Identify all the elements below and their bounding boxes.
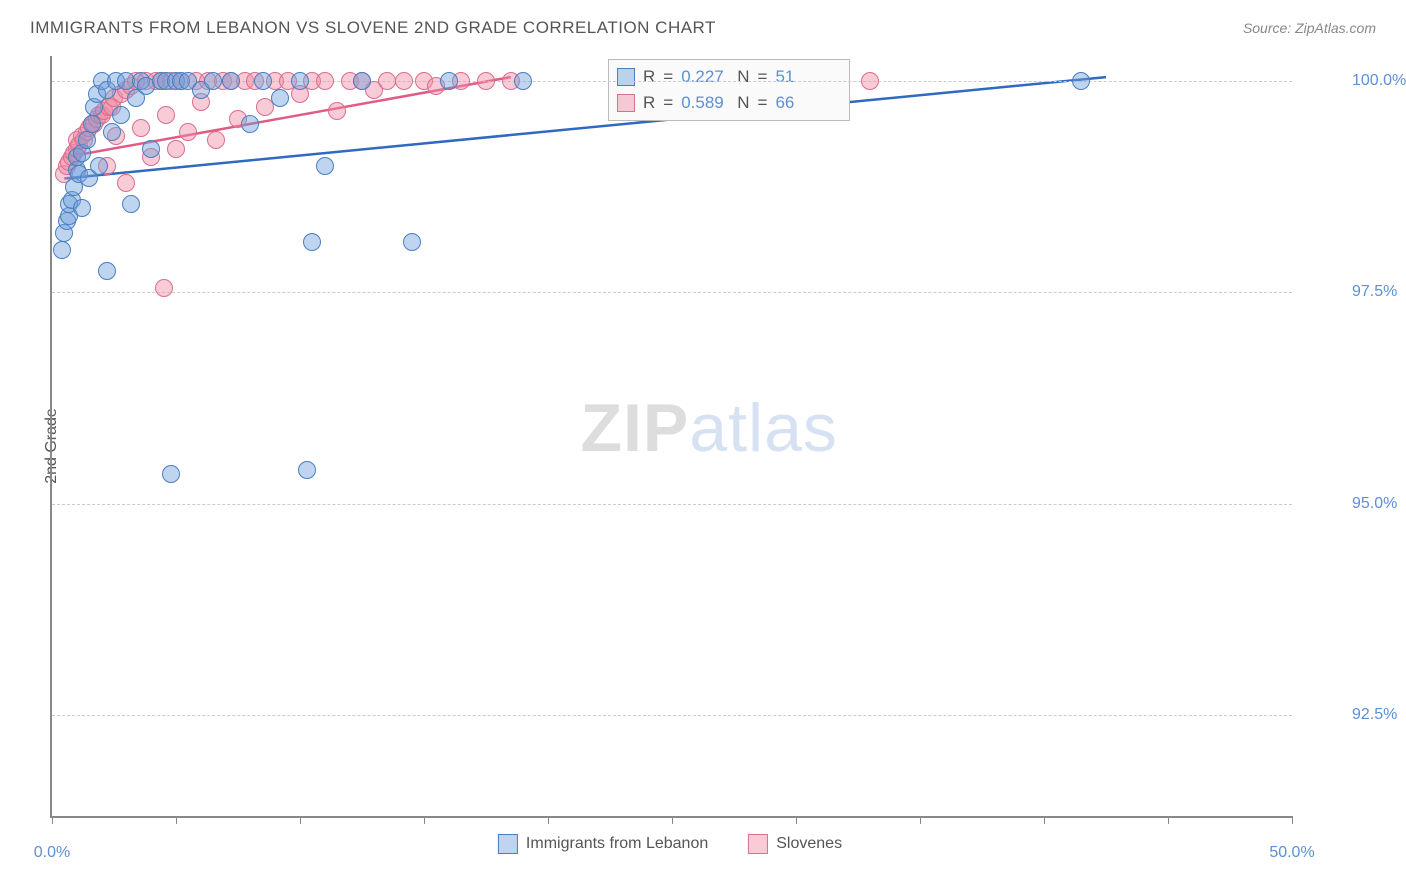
x-tick xyxy=(920,816,921,824)
scatter-point xyxy=(440,72,458,90)
stats-row-blue: R = 0.227 N = 51 xyxy=(617,64,841,90)
scatter-point xyxy=(157,106,175,124)
stat-N-value-pink: 66 xyxy=(775,93,823,113)
gridline xyxy=(52,715,1292,716)
swatch-pink-icon xyxy=(748,834,768,854)
x-tick xyxy=(424,816,425,824)
x-tick xyxy=(672,816,673,824)
stat-R-label: R xyxy=(643,93,655,113)
scatter-point xyxy=(316,157,334,175)
scatter-point xyxy=(328,102,346,120)
source-name: ZipAtlas.com xyxy=(1295,20,1376,36)
chart-title: IMMIGRANTS FROM LEBANON VS SLOVENE 2ND G… xyxy=(30,18,716,38)
scatter-point xyxy=(378,72,396,90)
stat-N-label: N xyxy=(737,93,749,113)
bottom-legend: Immigrants from Lebanon Slovenes xyxy=(498,834,842,854)
x-tick xyxy=(1044,816,1045,824)
scatter-point xyxy=(112,106,130,124)
x-tick xyxy=(1292,816,1293,824)
scatter-point xyxy=(861,72,879,90)
legend-item-blue: Immigrants from Lebanon xyxy=(498,834,708,854)
scatter-point xyxy=(162,465,180,483)
source-label: Source: ZipAtlas.com xyxy=(1243,20,1376,36)
x-tick xyxy=(52,816,53,824)
scatter-point xyxy=(353,72,371,90)
scatter-point xyxy=(271,89,289,107)
scatter-point xyxy=(98,262,116,280)
equals-sign: = xyxy=(663,67,673,87)
swatch-pink-icon xyxy=(617,94,635,112)
gridline xyxy=(52,504,1292,505)
swatch-blue-icon xyxy=(617,68,635,86)
scatter-point xyxy=(316,72,334,90)
scatter-point xyxy=(83,115,101,133)
scatter-point xyxy=(73,199,91,217)
equals-sign: = xyxy=(758,93,768,113)
trend-lines-svg xyxy=(52,56,1292,816)
x-tick xyxy=(176,816,177,824)
scatter-point xyxy=(207,131,225,149)
trend-line xyxy=(64,77,1106,178)
scatter-point xyxy=(90,157,108,175)
stats-row-pink: R = 0.589 N = 66 xyxy=(617,90,841,116)
scatter-point xyxy=(303,233,321,251)
scatter-point xyxy=(254,72,272,90)
swatch-blue-icon xyxy=(498,834,518,854)
y-tick-label: 100.0% xyxy=(1352,72,1406,90)
equals-sign: = xyxy=(663,93,673,113)
scatter-point xyxy=(117,174,135,192)
watermark-zip: ZIP xyxy=(580,390,689,466)
legend-item-pink: Slovenes xyxy=(748,834,842,854)
y-tick-label: 97.5% xyxy=(1352,283,1397,301)
watermark-atlas: atlas xyxy=(689,390,838,466)
scatter-point xyxy=(142,140,160,158)
x-tick xyxy=(1168,816,1169,824)
stat-N-label: N xyxy=(737,67,749,87)
equals-sign: = xyxy=(758,67,768,87)
y-tick-label: 92.5% xyxy=(1352,706,1397,724)
scatter-point xyxy=(403,233,421,251)
scatter-point xyxy=(1072,72,1090,90)
watermark: ZIPatlas xyxy=(580,389,837,467)
x-tick xyxy=(300,816,301,824)
scatter-point xyxy=(122,195,140,213)
scatter-point xyxy=(395,72,413,90)
scatter-point xyxy=(241,115,259,133)
x-tick-label: 0.0% xyxy=(34,844,70,862)
gridline xyxy=(52,292,1292,293)
stats-legend-box: R = 0.227 N = 51 R = 0.589 N = 66 xyxy=(608,59,850,121)
stat-R-value-pink: 0.589 xyxy=(681,93,729,113)
scatter-point xyxy=(53,241,71,259)
x-tick xyxy=(796,816,797,824)
scatter-point xyxy=(132,119,150,137)
scatter-point xyxy=(167,140,185,158)
x-tick xyxy=(548,816,549,824)
stat-R-value-blue: 0.227 xyxy=(681,67,729,87)
scatter-point xyxy=(291,72,309,90)
source-prefix: Source: xyxy=(1243,20,1295,36)
scatter-point xyxy=(103,123,121,141)
x-tick-label: 50.0% xyxy=(1269,844,1314,862)
scatter-point xyxy=(179,123,197,141)
scatter-point xyxy=(222,72,240,90)
legend-label-pink: Slovenes xyxy=(776,835,842,853)
stat-N-value-blue: 51 xyxy=(775,67,823,87)
scatter-point xyxy=(78,131,96,149)
y-tick-label: 95.0% xyxy=(1352,495,1397,513)
scatter-point xyxy=(204,72,222,90)
scatter-point xyxy=(155,279,173,297)
scatter-point xyxy=(477,72,495,90)
legend-label-blue: Immigrants from Lebanon xyxy=(526,835,708,853)
scatter-point xyxy=(514,72,532,90)
plot-area: ZIPatlas R = 0.227 N = 51 R = 0.589 N = … xyxy=(50,56,1292,818)
scatter-point xyxy=(298,461,316,479)
stat-R-label: R xyxy=(643,67,655,87)
